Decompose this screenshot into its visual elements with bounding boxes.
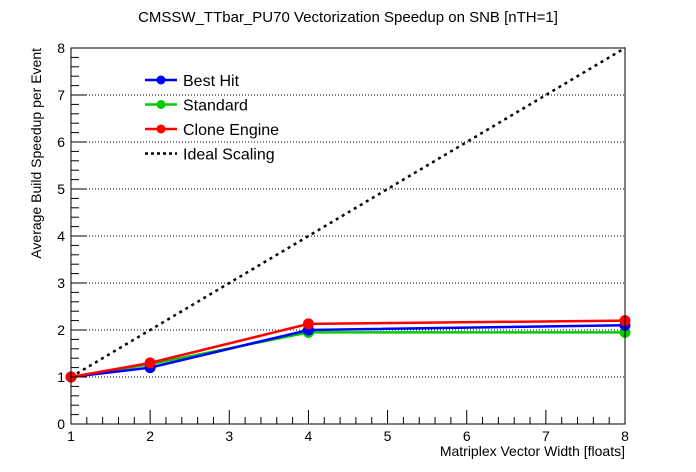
series-line-ideal-scaling — [70, 46, 626, 379]
data-point-clone-engine — [302, 318, 314, 330]
y-tick-label: 0 — [57, 416, 65, 432]
x-tick-label: 7 — [542, 428, 550, 444]
x-tick-label: 2 — [146, 428, 154, 444]
series-group — [65, 46, 631, 383]
x-tick-label: 4 — [305, 428, 313, 444]
y-tick-label: 4 — [57, 228, 65, 244]
legend: Best Hit Standard Clone Engine Ideal Scalin… — [145, 73, 279, 164]
series-line-clone-engine — [70, 319, 626, 379]
data-point-clone-engine — [144, 357, 156, 369]
x-tick-label: 6 — [463, 428, 471, 444]
y-tick-label: 5 — [57, 181, 65, 197]
y-axis-label: Average Build Speedup per Event — [28, 48, 44, 259]
x-tick-label: 1 — [67, 428, 75, 444]
legend-label-best-hit: Best Hit — [183, 73, 240, 90]
x-tick-label: 8 — [621, 428, 629, 444]
y-tick-label: 3 — [57, 275, 65, 291]
chart-title: CMSSW_TTbar_PU70 Vectorization Speedup o… — [138, 9, 558, 26]
x-tick-label: 5 — [384, 428, 392, 444]
x-tick-label: 3 — [225, 428, 233, 444]
legend-label-ideal-scaling: Ideal Scaling — [183, 147, 275, 164]
legend-label-standard: Standard — [183, 98, 248, 115]
y-tick-label: 6 — [57, 134, 65, 150]
y-tick-label: 8 — [57, 40, 65, 56]
legend-marker-standard — [156, 100, 166, 109]
y-tick-label: 7 — [57, 87, 65, 103]
series-line-best-hit — [70, 324, 626, 379]
legend-marker-clone-engine — [156, 124, 166, 134]
legend-marker-best-hit — [156, 75, 166, 85]
legend-label-clone-engine: Clone Engine — [183, 122, 279, 139]
y-tick-label: 1 — [57, 369, 65, 385]
x-axis-label: Matriplex Vector Width [floats] — [440, 443, 625, 459]
y-tick-label: 2 — [57, 322, 65, 338]
